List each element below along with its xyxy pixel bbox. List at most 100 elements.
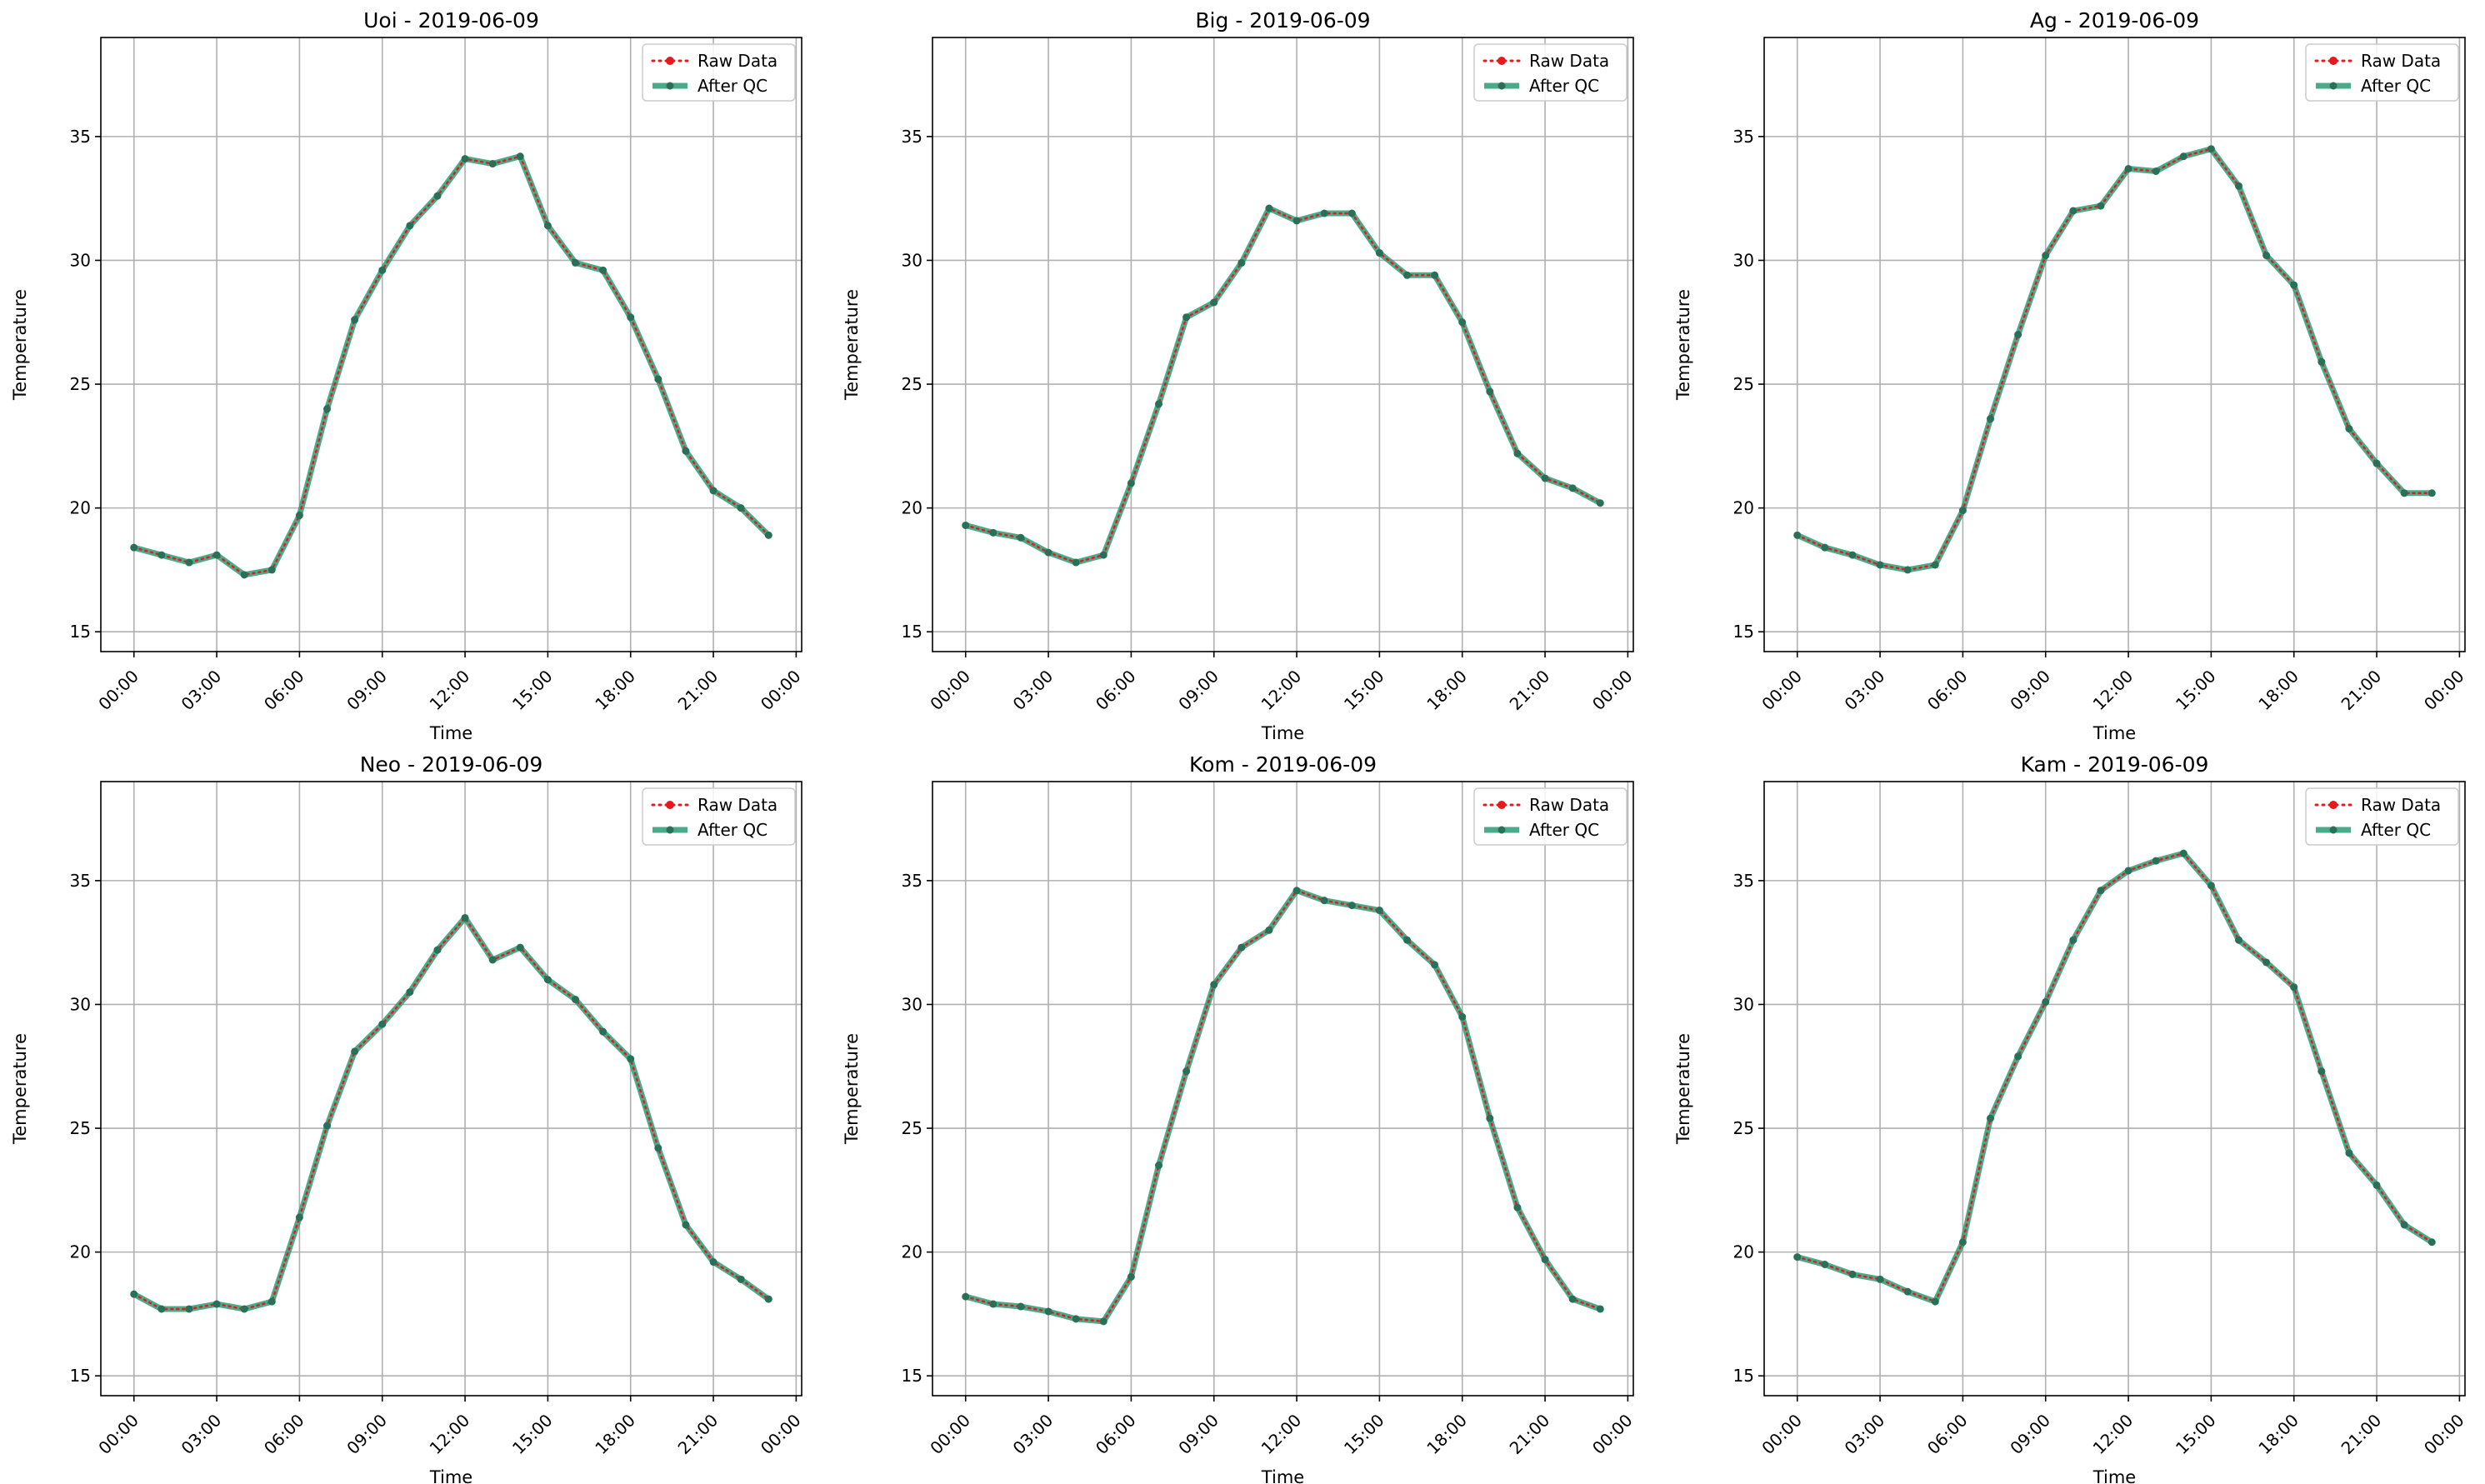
- x-tick-label: 00:00: [94, 1410, 142, 1458]
- after-qc-point: [1931, 561, 1939, 569]
- after-qc-point: [1210, 981, 1218, 989]
- x-tick-label: 00:00: [757, 666, 805, 714]
- after-qc-point: [2179, 152, 2188, 161]
- x-axis-label: Time: [2092, 1467, 2136, 1484]
- after-qc-point: [1793, 1253, 1802, 1262]
- subplot-4: 00:00 03:00 06:00 09:00 12:00 15:00 18:00 21:00…: [10, 752, 805, 1484]
- after-qc-point: [1238, 258, 1246, 267]
- after-qc-point: [2124, 165, 2132, 173]
- after-qc-point: [1155, 400, 1163, 408]
- after-qc-point: [1513, 449, 1522, 457]
- after-qc-point: [1017, 1302, 1025, 1311]
- after-qc-point: [1292, 217, 1301, 225]
- y-tick-label: 25: [902, 1118, 922, 1138]
- y-tick-label: 15: [70, 1366, 91, 1386]
- x-tick-label: 03:00: [1009, 1410, 1058, 1458]
- x-tick-label: 12:00: [2089, 1410, 2138, 1458]
- y-tick-label: 25: [1733, 1118, 1754, 1138]
- x-axis-label: Time: [429, 723, 472, 743]
- x-tick-label: 15:00: [1340, 1410, 1388, 1458]
- after-qc-point: [2152, 857, 2160, 865]
- after-qc-point: [2207, 145, 2215, 153]
- x-tick-label: 09:00: [342, 666, 391, 714]
- legend-qc-marker: [1498, 826, 1506, 834]
- after-qc-point: [2069, 207, 2078, 215]
- after-qc-point: [2428, 1238, 2436, 1247]
- after-qc-point: [1596, 1305, 1604, 1313]
- after-qc-point: [737, 504, 745, 512]
- after-qc-point: [2372, 1181, 2381, 1189]
- x-tick-label: 00:00: [94, 666, 142, 714]
- x-axis-label: Time: [1261, 723, 1304, 743]
- after-qc-point: [2042, 252, 2050, 260]
- after-qc-point: [378, 266, 387, 274]
- after-qc-point: [295, 1213, 303, 1222]
- x-tick-label: 18:00: [591, 666, 639, 714]
- legend-qc-marker: [2329, 826, 2338, 834]
- after-qc-point: [351, 316, 359, 324]
- x-tick-label: 18:00: [1422, 666, 1471, 714]
- x-tick-label: 18:00: [2254, 666, 2302, 714]
- x-tick-label: 21:00: [1506, 666, 1554, 714]
- y-tick-label: 20: [1733, 498, 1754, 518]
- x-tick-label: 03:00: [1841, 666, 1889, 714]
- x-tick-label: 03:00: [1841, 1410, 1889, 1458]
- x-tick-label: 15:00: [508, 1410, 557, 1458]
- x-tick-label: 00:00: [2420, 1410, 2468, 1458]
- x-tick-label: 00:00: [1758, 1410, 1806, 1458]
- legend-qc-label: After QC: [698, 820, 768, 840]
- y-tick-label: 30: [70, 994, 91, 1014]
- after-qc-point: [1348, 209, 1356, 217]
- legend-raw-marker: [1498, 801, 1506, 809]
- after-qc-point: [1155, 1162, 1163, 1170]
- subplot-title: Neo - 2019-06-09: [360, 752, 543, 777]
- series-raw-data-line: [132, 916, 770, 1311]
- x-tick-label: 09:00: [1174, 1410, 1222, 1458]
- x-tick-label: 00:00: [1588, 666, 1637, 714]
- y-axis-label: Temperature: [842, 1033, 862, 1145]
- after-qc-point: [709, 487, 718, 495]
- subplot-title: Kom - 2019-06-09: [1189, 752, 1377, 777]
- x-tick-label: 09:00: [2006, 666, 2054, 714]
- after-qc-point: [1848, 1270, 1857, 1278]
- after-qc-point: [2014, 1052, 2022, 1061]
- legend: Raw Data After QC: [642, 43, 796, 102]
- after-qc-point: [737, 1275, 745, 1283]
- legend-qc-label: After QC: [1529, 820, 1599, 840]
- x-tick-label: 06:00: [1923, 1410, 1972, 1458]
- after-qc-point: [212, 551, 221, 559]
- after-qc-point: [1486, 1114, 1494, 1122]
- after-qc-point: [158, 551, 166, 559]
- y-tick-label: 20: [902, 1242, 922, 1262]
- after-qc-point: [268, 1297, 276, 1306]
- x-tick-label: 09:00: [2006, 1410, 2054, 1458]
- after-qc-point: [1958, 507, 1967, 515]
- legend-raw-marker: [666, 801, 674, 809]
- x-tick-label: 06:00: [1923, 666, 1972, 714]
- subplot-5: 00:00 03:00 06:00 09:00 12:00 15:00 18:00 21:00…: [842, 752, 1637, 1484]
- x-tick-label: 12:00: [426, 1410, 474, 1458]
- after-qc-point: [1402, 936, 1411, 944]
- after-qc-point: [488, 956, 497, 964]
- after-qc-point: [406, 222, 414, 230]
- subplot-title: Ag - 2019-06-09: [2030, 8, 2199, 32]
- after-qc-point: [516, 152, 524, 161]
- axes-frame: [100, 37, 802, 652]
- after-qc-point: [1458, 318, 1467, 327]
- x-tick-label: 21:00: [674, 1410, 722, 1458]
- axes-frame: [932, 37, 1634, 652]
- axes-frame: [932, 781, 1634, 1397]
- after-qc-point: [240, 1305, 248, 1313]
- after-qc-point: [1182, 1067, 1191, 1076]
- x-tick-label: 00:00: [757, 1410, 805, 1458]
- subplot-title: Big - 2019-06-09: [1195, 8, 1370, 32]
- after-qc-point: [2428, 489, 2436, 497]
- y-tick-label: 35: [1733, 871, 1754, 891]
- after-qc-point: [571, 258, 579, 267]
- after-qc-point: [2207, 882, 2215, 890]
- x-tick-label: 09:00: [1174, 666, 1222, 714]
- legend-raw-label: Raw Data: [1529, 795, 1609, 815]
- legend-raw-marker: [666, 57, 674, 65]
- legend: Raw Data After QC: [2305, 43, 2459, 102]
- after-qc-point: [2400, 489, 2408, 497]
